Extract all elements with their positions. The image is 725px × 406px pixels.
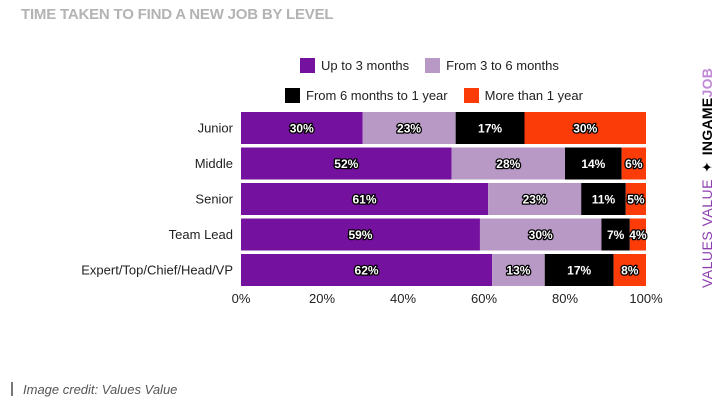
sparkle-icon: ✦ [698, 161, 715, 174]
bar-segment [629, 218, 646, 251]
data-label: 8% [621, 264, 639, 278]
bar-segment [544, 254, 614, 286]
bar-segment [362, 112, 456, 144]
bar-segment [455, 112, 525, 144]
legend-item-6-months-to-1-year: From 6 months to 1 year [285, 87, 448, 103]
data-label: 17% [567, 264, 591, 278]
data-label: 17% [478, 122, 502, 136]
data-label: 6% [625, 157, 643, 171]
data-label: 14% [581, 157, 605, 171]
brand-logo: VALUES VALUE ✦ INGAME JOB [696, 48, 718, 288]
bar-segment [621, 147, 646, 180]
brand-ingame: INGAME [699, 97, 715, 156]
legend-item-up-to-3-months: Up to 3 months [300, 57, 410, 73]
category-label: Expert/Top/Chief/Head/VP [81, 263, 233, 278]
data-label: 28% [496, 157, 520, 171]
data-label: 13% [506, 264, 530, 278]
legend-label: Up to 3 months [321, 57, 410, 73]
bar-segment [241, 112, 363, 144]
data-label: 11% [592, 193, 616, 207]
bar-segment [241, 254, 493, 286]
bar-segment [601, 218, 630, 251]
data-label: 7% [607, 228, 625, 242]
data-label: 62% [355, 264, 379, 278]
category-label: Team Lead [169, 227, 233, 242]
legend-label: From 6 months to 1 year [306, 87, 448, 103]
legend-item-more-than-1-year: More than 1 year [463, 87, 583, 103]
data-label: 30% [573, 122, 597, 136]
x-tick-label: 40% [390, 291, 416, 306]
legend-label: From 3 to 6 months [446, 57, 559, 73]
data-label: 30% [529, 228, 553, 242]
x-tick-label: 60% [471, 291, 497, 306]
bar-segment [479, 218, 602, 251]
legend-row: From 6 months to 1 year More than 1 year [285, 86, 620, 104]
data-label: 52% [334, 157, 358, 171]
category-label: Senior [195, 192, 233, 207]
bar-segment [581, 183, 626, 215]
legend-row: Up to 3 months From 3 to 6 months [300, 56, 620, 74]
bar-segment [241, 147, 452, 180]
data-label: 61% [353, 193, 377, 207]
credit-divider [11, 382, 13, 396]
legend-swatch [425, 57, 441, 73]
bar-segment [488, 183, 582, 215]
brand-job: JOB [699, 67, 715, 98]
bar-segment [492, 254, 545, 286]
bar-segment [625, 183, 646, 215]
chart-legend: Up to 3 months From 3 to 6 months From 6… [285, 56, 620, 116]
legend-item-3-to-6-months: From 3 to 6 months [425, 57, 559, 73]
data-label: 23% [523, 193, 547, 207]
data-label: 4% [629, 228, 647, 242]
data-label: 59% [348, 228, 372, 242]
x-tick-label: 80% [552, 291, 578, 306]
data-label: 5% [627, 193, 645, 207]
bar-segment [613, 254, 646, 286]
legend-swatch [300, 57, 315, 73]
bar-segment [451, 147, 565, 180]
bar-segment [524, 112, 646, 144]
image-credit: Image credit: Values Value [11, 380, 177, 398]
brand-watermark: VALUES VALUE ✦ INGAME JOB [696, 48, 718, 288]
bar-segment [241, 218, 480, 251]
data-label: 23% [397, 122, 421, 136]
legend-swatch [285, 87, 300, 103]
bar-segment [565, 147, 622, 180]
chart-title: TIME TAKEN TO FIND A NEW JOB BY LEVEL [21, 6, 334, 23]
category-label: Junior [198, 121, 234, 136]
credit-text: Image credit: Values Value [23, 381, 178, 397]
x-tick-label: 0% [232, 291, 251, 306]
category-label: Middle [195, 156, 233, 171]
legend-swatch [463, 87, 479, 103]
x-tick-label: 100% [629, 291, 663, 306]
x-tick-label: 20% [309, 291, 335, 306]
data-label: 30% [290, 122, 314, 136]
legend-label: More than 1 year [484, 87, 583, 103]
bar-segment [241, 183, 489, 215]
brand-values-value: VALUES VALUE [699, 179, 715, 288]
